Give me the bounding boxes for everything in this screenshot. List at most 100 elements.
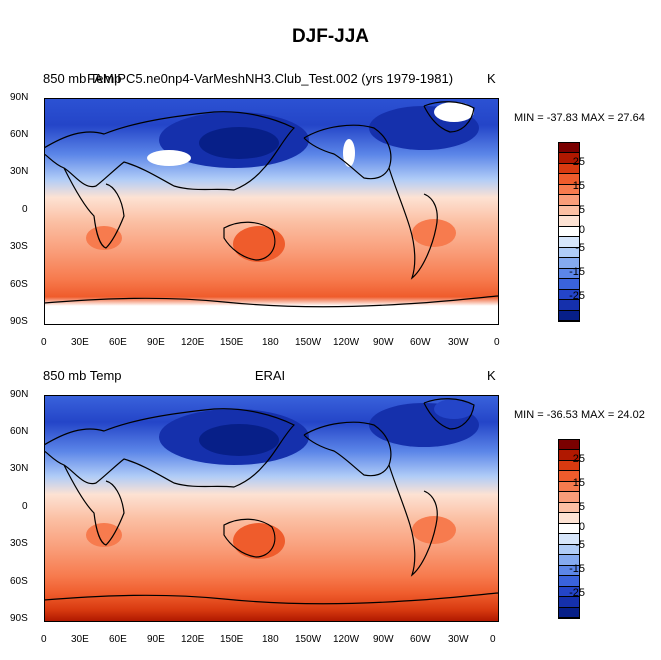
colorbar-segment — [559, 226, 579, 238]
lat-tick: 30N — [10, 166, 29, 177]
lon-tick: 90E — [147, 337, 165, 348]
lat-tick: 30S — [10, 241, 28, 252]
colorbar-label: 25 — [572, 453, 585, 465]
lon-tick: 30E — [71, 634, 89, 645]
map-frame — [44, 98, 499, 325]
warm-south-america — [412, 219, 456, 247]
colorbar-segment — [559, 153, 579, 164]
map-frame — [44, 395, 499, 622]
colorbar-label: 0 — [578, 224, 585, 236]
panel-units-label: K — [487, 71, 496, 86]
colorbar-label: 0 — [578, 521, 585, 533]
lon-tick: 150W — [295, 634, 322, 645]
colorbar-label: 15 — [572, 180, 585, 192]
panel-units-label: K — [487, 368, 496, 383]
lon-tick: 120W — [333, 337, 360, 348]
lat-tick: 60S — [10, 279, 28, 290]
lat-tick: 30N — [10, 463, 29, 474]
panel-left-label: 850 mb Temp — [43, 71, 122, 86]
colorbar-segment — [559, 586, 579, 598]
colorbar-segment — [559, 279, 579, 290]
colorbar-segment — [559, 607, 579, 618]
lon-tick: 90E — [147, 634, 165, 645]
lon-tick: 180 — [262, 634, 279, 645]
lon-tick: 60W — [410, 634, 431, 645]
lon-tick: 120E — [181, 634, 205, 645]
colorbar-label: -25 — [569, 587, 585, 599]
lon-tick: 150W — [295, 337, 322, 348]
lat-tick: 0 — [22, 204, 28, 215]
colorbar-segment — [559, 143, 579, 154]
cold-core-asia — [159, 112, 309, 168]
colorbar — [558, 439, 580, 619]
warm-south-america — [412, 516, 456, 544]
lat-tick: 90N — [10, 92, 29, 103]
rockies-mask — [343, 139, 355, 167]
colorbar-segment — [559, 174, 579, 185]
warm-australia — [233, 523, 285, 559]
coastlines — [44, 101, 498, 308]
map-panel-bottom: 850 mb Temp ERAI K MIN = -36.53 MAX = 24… — [0, 297, 661, 645]
colorbar-segment — [559, 450, 579, 461]
min-max-text: MIN = -37.83 MAX = 27.64 — [514, 112, 645, 124]
colorbar-segment — [559, 237, 579, 248]
figure-title: DJF-JJA — [291, 26, 370, 47]
colorbar-segment — [559, 597, 579, 608]
colorbar-segment — [559, 247, 579, 259]
greenland-mask — [434, 102, 474, 122]
colorbar-label: 25 — [572, 156, 585, 168]
colorbar-segment — [559, 544, 579, 556]
colorbar-segment — [559, 555, 579, 566]
lon-tick-labels: 0 30E 60E 90E 120E 150E 180 150W 120W 90… — [0, 337, 661, 351]
lat-tick: 60S — [10, 576, 28, 587]
colorbar-segment — [559, 440, 579, 451]
cold-core-asia — [159, 409, 309, 465]
colorbar-label: 15 — [572, 477, 585, 489]
min-max-text: MIN = -36.53 MAX = 24.02 — [514, 409, 645, 421]
lat-tick: 0 — [22, 501, 28, 512]
lon-tick: 150E — [220, 337, 244, 348]
colorbar-segment — [559, 205, 579, 217]
lon-tick: 120W — [333, 634, 360, 645]
temperature-map — [44, 395, 498, 621]
colorbar-segment — [559, 534, 579, 545]
lon-tick: 0 — [41, 634, 47, 645]
colorbar-segment — [559, 184, 579, 196]
lat-tick: 60N — [10, 129, 29, 140]
colorbar-label: 5 — [578, 204, 585, 216]
lon-tick: 0 — [41, 337, 47, 348]
colorbar-segment — [559, 460, 579, 472]
lon-tick: 0 — [490, 634, 496, 645]
panel-center-label: FAMIPC5.ne0np4-VarMeshNH3.Club_Test.002 … — [86, 71, 454, 86]
colorbar-segment — [559, 513, 579, 524]
colorbar-label: -5 — [575, 539, 585, 551]
colorbar-segment — [559, 258, 579, 269]
lat-tick: 60N — [10, 426, 29, 437]
colorbar-segment — [559, 216, 579, 227]
lat-tick: 90S — [10, 613, 28, 624]
lon-tick-labels: 0 30E 60E 90E 120E 150E 180 150W 120W 90… — [0, 634, 661, 648]
colorbar-segment — [559, 289, 579, 301]
lon-tick: 60W — [410, 337, 431, 348]
lon-tick: 30W — [448, 634, 469, 645]
lon-tick: 0 — [494, 337, 500, 348]
colorbar — [558, 142, 580, 322]
map-panel-top: 850 mb Temp FAMIPC5.ne0np4-VarMeshNH3.Cl… — [10, 71, 645, 348]
panel-center-label: ERAI — [254, 368, 286, 383]
panel-left-label: 850 mb Temp — [43, 368, 122, 383]
lat-tick: 90S — [10, 316, 28, 327]
colorbar-segment — [559, 523, 579, 535]
colorbar-label: -5 — [575, 242, 585, 254]
colorbar-segment — [559, 502, 579, 514]
colorbar-segment — [559, 300, 579, 311]
colorbar-segment — [559, 195, 579, 206]
colorbar-segment — [559, 471, 579, 482]
colorbar-segment — [559, 576, 579, 587]
colorbar-label: -25 — [569, 290, 585, 302]
colorbar-label: -15 — [569, 266, 585, 278]
colorbar-segment — [559, 310, 579, 321]
lon-tick: 120E — [181, 337, 205, 348]
tibet-mask — [147, 150, 191, 166]
colorbar-label: 5 — [578, 501, 585, 513]
greenland-cold — [434, 399, 474, 419]
